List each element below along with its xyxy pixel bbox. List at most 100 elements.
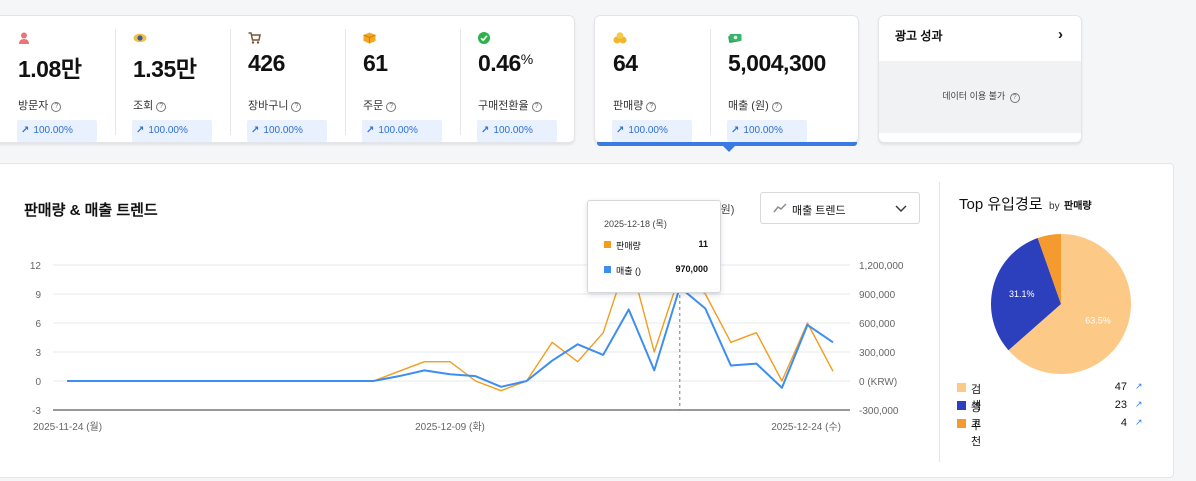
- x-tick-label: 2025-12-24 (수): [771, 421, 841, 433]
- arrow-up-right-icon: ↗: [136, 125, 145, 136]
- arrow-up-right-icon: ↗: [1135, 399, 1143, 409]
- y-left-tick-label: 12: [30, 261, 42, 272]
- kpi-value: 1.08만: [18, 56, 82, 82]
- arrow-up-right-icon: ↗: [731, 125, 740, 136]
- kpi-divider: [460, 29, 461, 135]
- kpi-divider: [345, 29, 346, 135]
- legend-swatch: [957, 401, 966, 410]
- legend-swatch: [957, 419, 966, 428]
- arrow-up-right-icon: ↗: [1135, 417, 1143, 427]
- x-tick-label: 2025-12-09 (화): [415, 421, 485, 433]
- legend-label: 추천: [971, 420, 982, 448]
- kpi-change-badge: ↗ 100.00%: [247, 120, 327, 142]
- pie-slice[interactable]: [1037, 234, 1061, 304]
- source-panel-title: Top 유입경로 by 판매량: [959, 193, 1092, 214]
- kpi-value: 61: [363, 50, 388, 76]
- kpi-tile[interactable]: 5,004,300 매출 (원)? ↗ 100.00%: [710, 16, 826, 144]
- kpi-change-badge: ↗ 100.00%: [132, 120, 212, 142]
- y-left-tick-label: 3: [35, 348, 41, 359]
- legend-label: 검색: [971, 384, 982, 412]
- arrow-up-right-icon: ↗: [21, 125, 30, 136]
- pie-slice[interactable]: [991, 237, 1061, 351]
- ad-card-empty-area: 데이터 이용 불가 ?: [879, 61, 1081, 133]
- kpi-unit: %: [520, 51, 533, 67]
- kpi-divider: [115, 29, 116, 135]
- kpi-card-sales[interactable]: 64 판매량? ↗ 100.00% 5,004,300 매출 (원)? ↗ 100.00%: [594, 15, 859, 152]
- kpi-card-traffic: 1.08만 방문자? ↗ 100.00% 1.35만 조회? ↗ 100.00% 426 장바구니…: [0, 15, 575, 143]
- source-title-main: Top 유입경로: [959, 196, 1043, 213]
- kpi-tile[interactable]: 1.35만 조회? ↗ 100.00%: [115, 16, 230, 144]
- pie-slice-label: 63.5%: [1085, 316, 1111, 326]
- help-icon[interactable]: ?: [386, 102, 397, 112]
- kpi-label: 주문?: [363, 97, 397, 113]
- y-right-tick-label: 1,200,000: [859, 261, 904, 272]
- help-icon[interactable]: ?: [771, 102, 782, 112]
- kpi-value: 426: [248, 50, 285, 76]
- arrow-up-right-icon: ↗: [1135, 381, 1143, 391]
- kpi-change-badge: ↗ 100.00%: [612, 120, 692, 142]
- kpi-label: 장바구니?: [248, 97, 302, 113]
- tooltip-label: 매출 (): [616, 266, 642, 276]
- pie-slice[interactable]: [1008, 234, 1131, 374]
- ad-performance-card[interactable]: 광고 성과 › 데이터 이용 불가 ?: [878, 15, 1082, 143]
- revenue-series-line: [67, 286, 834, 389]
- legend-count: 4: [1120, 417, 1127, 429]
- kpi-value: 0.46%: [478, 50, 533, 76]
- kpi-change-badge: ↗ 100.00%: [362, 120, 442, 142]
- kpi-label: 구매전환율?: [478, 97, 542, 113]
- chevron-right-icon[interactable]: ›: [1058, 26, 1063, 43]
- help-icon[interactable]: ?: [156, 102, 167, 112]
- trend-line-chart[interactable]: 12 1,200,000 9 900,000 6 600,000 3 300,000 0 0 (K…: [0, 164, 925, 454]
- help-icon[interactable]: ?: [646, 102, 657, 112]
- help-icon[interactable]: ?: [291, 102, 302, 112]
- kpi-label: 판매량?: [613, 97, 657, 113]
- money-icon: [728, 31, 742, 43]
- help-icon[interactable]: ?: [531, 102, 542, 112]
- chevron-down-icon: [895, 205, 907, 212]
- kpi-tile[interactable]: 426 장바구니? ↗ 100.00%: [230, 16, 345, 144]
- legend-count: 47: [1114, 381, 1127, 393]
- y-left-tick-label: -3: [32, 406, 41, 417]
- selected-indicator-bar: [597, 142, 857, 146]
- y-right-tick-label: 600,000: [859, 319, 896, 330]
- arrow-up-right-icon: ↗: [481, 125, 490, 136]
- x-tick-label: 2025-11-24 (월): [33, 421, 102, 433]
- coins-icon: [613, 31, 627, 44]
- source-pie-chart[interactable]: 63.5% 31.1%: [979, 219, 1149, 389]
- y-left-tick-label: 6: [35, 319, 41, 330]
- kpi-tile[interactable]: 0.46% 구매전환율? ↗ 100.00%: [460, 16, 575, 144]
- trend-dropdown[interactable]: 매출 트렌드: [760, 192, 920, 224]
- arrow-up-right-icon: ↗: [251, 125, 260, 136]
- kpi-value: 64: [613, 50, 638, 76]
- pie-slice-label: 31.1%: [1009, 289, 1035, 299]
- kpi-value: 5,004,300: [728, 50, 826, 76]
- tooltip-value: 970,000: [675, 264, 708, 274]
- kpi-tile[interactable]: 61 주문? ↗ 100.00%: [345, 16, 460, 144]
- kpi-label: 방문자?: [18, 97, 62, 113]
- tooltip-date: 2025-12-18 (목): [604, 219, 667, 229]
- kpi-change-badge: ↗ 100.00%: [17, 120, 97, 142]
- legend-swatch: [957, 383, 966, 392]
- y-right-tick-label: 300,000: [859, 348, 896, 359]
- kpi-label: 매출 (원)?: [728, 97, 782, 113]
- chart-title: 판매량 & 매출 트렌드: [24, 202, 158, 219]
- kpi-divider: [710, 29, 711, 135]
- trend-icon: [773, 203, 787, 213]
- y-left-tick-label: 0: [35, 377, 41, 388]
- kpi-change-badge: ↗ 100.00%: [477, 120, 557, 142]
- kpi-tile[interactable]: 64 판매량? ↗ 100.00%: [595, 16, 710, 144]
- kpi-divider: [230, 29, 231, 135]
- panel-divider: [939, 182, 940, 462]
- box-icon: [363, 31, 376, 44]
- check-circle-icon: [478, 31, 490, 44]
- tooltip-label: 판매량: [616, 241, 641, 251]
- selected-indicator-caret: [723, 146, 735, 152]
- help-icon[interactable]: ?: [1009, 93, 1020, 103]
- chart-unit-hint: (원): [717, 204, 735, 216]
- y-left-tick-label: 9: [35, 290, 41, 301]
- help-icon[interactable]: ?: [51, 102, 62, 112]
- chart-tooltip: 2025-12-18 (목) 판매량 11 매출 () 970,000: [587, 200, 721, 293]
- arrow-up-right-icon: ↗: [366, 125, 375, 136]
- legend-count: 23: [1114, 399, 1127, 411]
